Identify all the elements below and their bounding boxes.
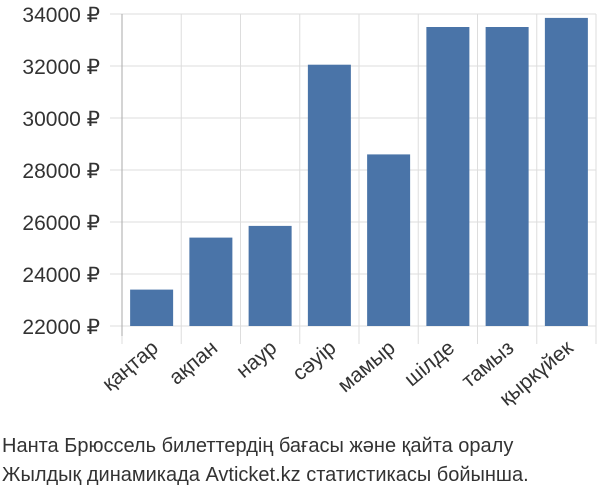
x-tick-label: ақпан (165, 336, 222, 389)
bar-3 (248, 225, 292, 326)
bar-5 (367, 154, 411, 326)
bar-1 (130, 289, 174, 326)
y-tick-label: 24000 ₽ (22, 264, 100, 287)
caption-line-2: Жылдық динамикада Avticket.kz статистика… (2, 464, 529, 486)
bar-8 (544, 17, 588, 327)
y-tick-label: 28000 ₽ (22, 160, 100, 183)
x-tick-label: наур (232, 336, 281, 383)
x-tick-label: қаңтар (98, 336, 163, 396)
caption-line-1: Нанта Брюссель билеттердің бағасы және қ… (2, 435, 514, 457)
chart-caption: Нанта Брюссель билеттердің бағасы және қ… (2, 432, 598, 490)
y-tick-label: 22000 ₽ (22, 316, 100, 339)
y-tick-label: 30000 ₽ (22, 108, 100, 131)
bar-7 (485, 27, 529, 326)
bar-2 (189, 237, 233, 326)
bar-6 (426, 27, 470, 326)
y-tick-label: 34000 ₽ (22, 4, 100, 27)
x-tick-label: сәуір (288, 336, 340, 385)
y-tick-label: 26000 ₽ (22, 212, 100, 235)
x-tick-label: мамыр (333, 336, 399, 397)
bar-4 (307, 64, 351, 326)
y-tick-label: 32000 ₽ (22, 56, 100, 79)
x-tick-label: шілде (400, 336, 459, 391)
